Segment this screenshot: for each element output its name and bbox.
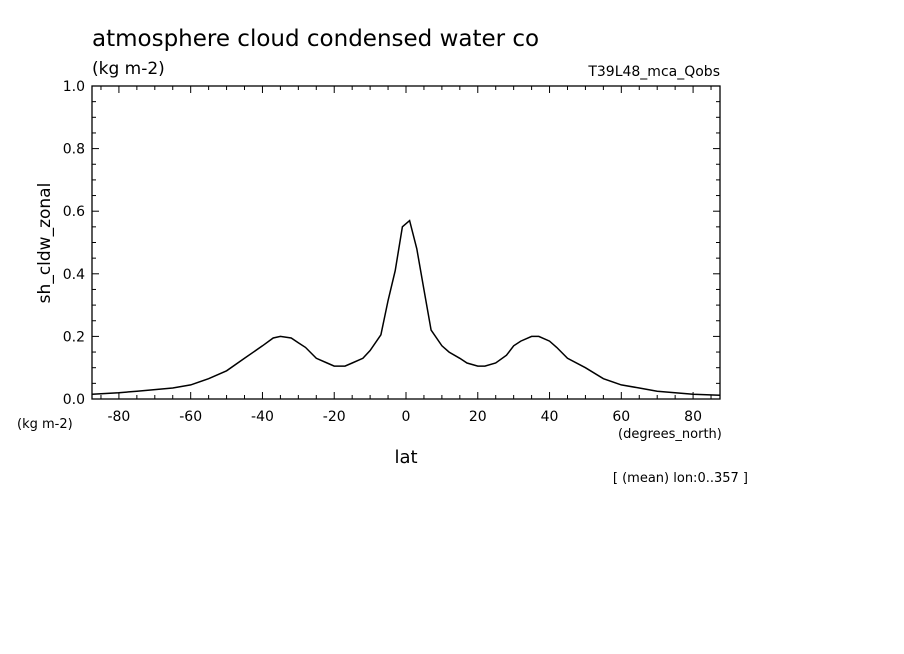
series-line (91, 219, 721, 396)
x-tick-label: -20 (323, 409, 346, 425)
x-tick-label: 20 (469, 409, 487, 425)
x-tick-label: 60 (612, 409, 630, 425)
x-units: (degrees_north) (618, 427, 722, 442)
y-tick-label: 0.8 (63, 142, 85, 158)
y-tick-label: 0.6 (63, 204, 85, 220)
x-tick-label: -60 (179, 409, 202, 425)
chart-title: atmosphere cloud condensed water co (92, 26, 539, 52)
tick-marks (92, 85, 720, 400)
y-tick-label: 0.4 (63, 267, 85, 283)
y-tick-label: 0.0 (63, 392, 85, 408)
chart-units: (kg m-2) (92, 59, 165, 79)
x-tick-label: -40 (251, 409, 274, 425)
x-tick-label: 0 (402, 409, 411, 425)
x-axis-label: lat (394, 447, 417, 468)
x-tick-label: -80 (107, 409, 130, 425)
footnote: [ (mean) lon:0..357 ] (613, 471, 748, 486)
plot-frame (91, 85, 721, 400)
run-label: T39L48_mca_Qobs (587, 64, 720, 80)
x-tick-label: 40 (541, 409, 559, 425)
x-tick-label: 80 (684, 409, 702, 425)
y-tick-label: 1.0 (63, 79, 85, 95)
y-tick-label: 0.2 (63, 329, 85, 345)
y-tick-labels: 0.0 0.2 0.4 0.6 0.8 1.0 (63, 79, 85, 408)
y-units-corner: (kg m-2) (17, 417, 73, 432)
x-tick-labels: -80 -60 -40 -20 0 20 40 60 80 (107, 409, 702, 425)
y-axis-label: sh_cldw_zonal (35, 183, 55, 304)
